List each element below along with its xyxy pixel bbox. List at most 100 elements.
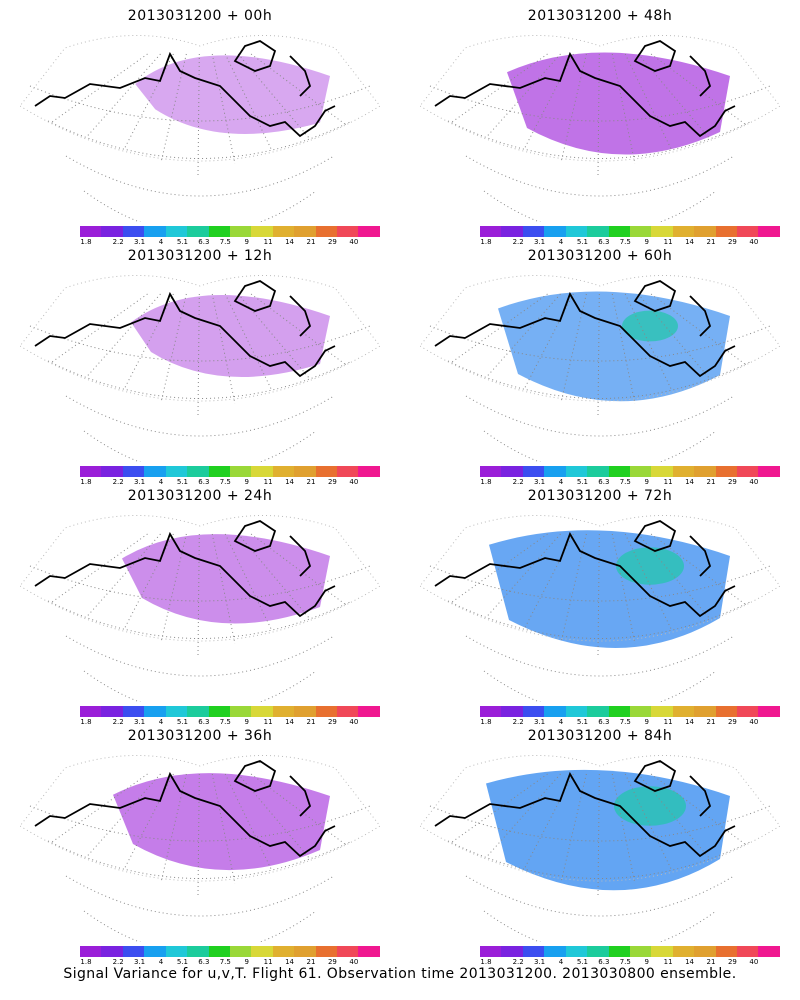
colorbar-tick-label: 40: [349, 238, 359, 246]
latitude-line: [447, 360, 753, 399]
colorbar-swatch: [337, 946, 359, 957]
meridian-line: [197, 53, 200, 176]
map-panel: 2013031200 + 12h 1.8 2.2 3.1 4 5.1 6.3 7.5 9 11 14…: [20, 244, 380, 486]
colorbar-tick-label: 2.2: [112, 478, 124, 486]
colorbar-swatch: [315, 946, 338, 957]
colorbar-tick-label: 40: [349, 478, 359, 486]
panel-title: 2013031200 + 00h: [127, 8, 273, 24]
colorbar-tick-label: 7.5: [619, 958, 631, 966]
colorbar-swatch: [272, 706, 295, 717]
colorbar-tick-label: 11: [663, 958, 673, 966]
colorbar-tick-label: 11: [263, 958, 273, 966]
colorbar-tick-label: 1.8: [480, 718, 492, 726]
colorbar-swatch: [337, 226, 359, 237]
map-plot: [20, 755, 380, 942]
colorbar-ticks: 1.8 2.2 3.1 4 5.1 6.3 7.5 9 11 14 21 29 40: [80, 478, 380, 488]
colorbar-tick-label: 5.1: [576, 958, 588, 966]
colorbar-swatch: [565, 706, 588, 717]
latitude-line: [465, 395, 735, 437]
colorbar-swatch: [651, 226, 673, 237]
latitude-line: [447, 600, 753, 639]
colorbar-swatch: [694, 706, 716, 717]
colorbar-tick-label: 9: [644, 718, 649, 726]
meridian-line: [49, 293, 148, 364]
map-boundary: [20, 515, 380, 642]
variance-shading: [507, 52, 730, 155]
colorbar-swatch: [315, 466, 338, 477]
colorbar-swatch: [758, 466, 780, 477]
colorbar-tick-label: 5.1: [176, 718, 188, 726]
colorbar-tick-label: 21: [306, 958, 316, 966]
colorbar-swatch: [758, 706, 780, 717]
colorbar-swatch: [629, 706, 652, 717]
colorbar-tick-label: 29: [727, 958, 737, 966]
latitude-line: [483, 670, 717, 702]
colorbar-tick-label: 4: [158, 958, 164, 966]
colorbar: [480, 466, 780, 477]
colorbar-swatch: [544, 706, 566, 717]
panel-title: 2013031200 + 48h: [527, 8, 673, 24]
colorbar-tick-label: 29: [727, 478, 737, 486]
latitude-line: [465, 155, 735, 197]
latitude-line: [483, 430, 717, 462]
map-panel: 2013031200 + 60h 1.8 2.2 3.1 4 5.1 6.3 7.5 9 11 14…: [420, 244, 780, 486]
colorbar-tick-label: 6.3: [598, 238, 610, 246]
colorbar-swatch: [480, 226, 502, 237]
latitude-line: [47, 120, 353, 159]
colorbar-swatch: [358, 226, 380, 237]
map-panel: 2013031200 + 48h 1.8 2.2 3.1 4 5.1 6.3 7.5 9 11 14…: [420, 4, 780, 246]
colorbar-swatch: [522, 946, 545, 957]
colorbar-swatch: [80, 226, 102, 237]
colorbar-swatch: [629, 946, 652, 957]
colorbar-swatch: [122, 706, 145, 717]
colorbar-swatch: [737, 706, 759, 717]
meridian-line: [560, 293, 587, 403]
colorbar-swatch: [144, 706, 166, 717]
panel-title: 2013031200 + 84h: [527, 728, 673, 744]
colorbar-swatch: [187, 946, 209, 957]
colorbar-swatch: [101, 706, 123, 717]
colorbar-swatch: [629, 226, 652, 237]
colorbar-swatch: [672, 466, 695, 477]
colorbar-swatch: [544, 946, 566, 957]
meridian-line: [597, 293, 600, 416]
colorbar-swatch: [715, 706, 738, 717]
colorbar-swatch: [165, 466, 188, 477]
latitude-line: [65, 155, 335, 197]
colorbar-swatch: [694, 466, 716, 477]
map-boundary: [420, 515, 780, 642]
colorbar: [80, 946, 380, 957]
meridian-line: [211, 773, 236, 884]
panel-title: 2013031200 + 36h: [127, 728, 273, 744]
meridian-line: [611, 293, 636, 404]
colorbar-tick-label: 40: [749, 958, 759, 966]
colorbar-swatch: [672, 706, 695, 717]
coastline: [34, 760, 336, 858]
colorbar-tick-label: 11: [663, 718, 673, 726]
meridian-line: [86, 773, 161, 857]
colorbar-tick-label: 4: [158, 478, 164, 486]
meridian-line: [611, 53, 636, 164]
colorbar-tick-label: 2.2: [512, 718, 524, 726]
colorbar-tick-label: 6.3: [198, 958, 210, 966]
variance-core: [616, 547, 684, 585]
figure-caption: Signal Variance for u,v,T. Flight 61. Ob…: [63, 966, 737, 982]
colorbar-swatch: [251, 946, 273, 957]
colorbar-tick-label: 9: [644, 238, 649, 246]
meridian-line: [86, 293, 161, 377]
colorbar-tick-label: 3.1: [533, 238, 546, 246]
colorbar-swatch: [208, 226, 230, 237]
colorbar-tick-label: 11: [263, 718, 273, 726]
colorbar-swatch: [694, 946, 716, 957]
colorbar-tick-label: 29: [327, 718, 337, 726]
colorbar-tick-label: 21: [306, 238, 316, 246]
map-plot: [420, 755, 780, 942]
meridian-line: [486, 293, 561, 377]
colorbar-tick-label: 14: [285, 478, 295, 486]
coastline: [434, 520, 736, 618]
colorbar-tick-label: 4: [558, 718, 564, 726]
colorbar-swatch: [144, 466, 166, 477]
colorbar-tick-label: 4: [158, 718, 164, 726]
colorbar-swatch: [272, 226, 295, 237]
colorbar-tick-label: 7.5: [219, 238, 231, 246]
